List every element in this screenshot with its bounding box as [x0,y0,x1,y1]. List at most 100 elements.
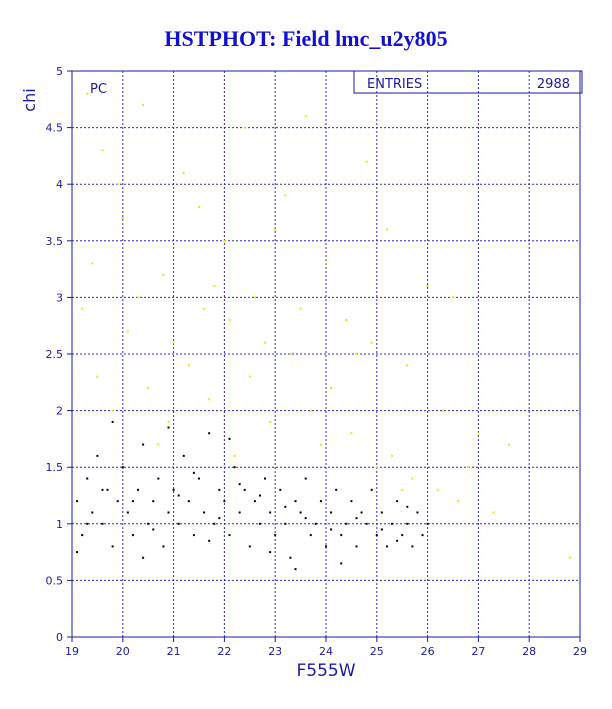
point [131,534,134,537]
point [421,534,424,537]
point [568,556,571,559]
point [269,551,272,554]
y-tick-label: 3.5 [46,235,64,248]
point [284,194,287,197]
point [116,183,119,186]
point [157,477,160,480]
point [187,364,190,367]
point [142,103,145,106]
point [96,454,99,457]
point [380,528,383,531]
point [436,488,439,491]
point [304,477,307,480]
point [126,330,129,333]
point [76,551,79,554]
x-tick-label: 25 [370,645,384,658]
point [228,534,231,537]
y-tick-label: 4 [56,178,63,191]
point [177,494,180,497]
point [319,443,322,446]
point [269,420,272,423]
point [233,454,236,457]
point [457,500,460,503]
x-tick-label: 23 [268,645,282,658]
point [289,353,292,355]
point [101,149,104,152]
point [218,517,221,520]
point [233,466,236,469]
point [198,205,200,208]
point [370,488,373,491]
point [91,511,94,514]
point [350,432,353,435]
x-tick-label: 27 [471,645,485,658]
point [299,307,302,310]
point [375,534,378,537]
y-tick-label: 2 [56,405,63,418]
point [360,511,363,514]
point [203,307,206,310]
point [325,262,327,265]
x-axis-label: F555W [296,661,355,681]
point [330,386,333,389]
point [253,296,256,299]
plot-frame [71,70,581,638]
point [467,466,470,469]
point [411,477,414,480]
point [309,534,312,537]
point [416,511,419,514]
point [507,443,510,446]
point [426,522,429,525]
point [284,522,287,525]
point [340,534,343,537]
point [167,420,170,423]
point [101,488,104,491]
point [345,522,348,525]
point [401,488,404,491]
point [182,171,185,174]
point [406,522,409,525]
y-tick-label: 1.5 [46,461,64,474]
y-tick-label: 5 [56,65,63,78]
point [411,545,414,548]
point [269,511,272,514]
point [86,92,89,95]
point [477,432,480,435]
point [228,437,231,440]
point [101,522,104,525]
point [426,285,429,288]
point [116,500,119,503]
point [294,568,297,571]
point [406,505,409,508]
point [279,488,282,491]
point [441,409,444,412]
x-tick-label: 21 [167,645,181,658]
point [325,545,327,548]
point [243,126,246,129]
point [274,228,277,231]
y-tick-label: 4.5 [46,122,64,135]
point [208,398,211,401]
point [238,511,241,514]
point [370,341,373,344]
x-tick-label: 22 [217,645,231,658]
point [314,522,317,525]
point [228,319,231,322]
stats-label: ENTRIES [367,77,422,92]
point [309,409,312,412]
stats-value: 2988 [537,77,570,92]
annotation: PC [90,82,107,97]
point [86,477,89,480]
point [243,488,246,491]
point [340,562,343,565]
point [131,500,134,503]
point [121,217,124,220]
point [223,239,226,242]
point [152,500,155,503]
point [304,115,307,118]
point [452,296,454,299]
x-tick-label: 24 [319,645,333,658]
y-tick-label: 0.5 [46,574,64,587]
point [299,511,302,514]
point [172,341,175,344]
